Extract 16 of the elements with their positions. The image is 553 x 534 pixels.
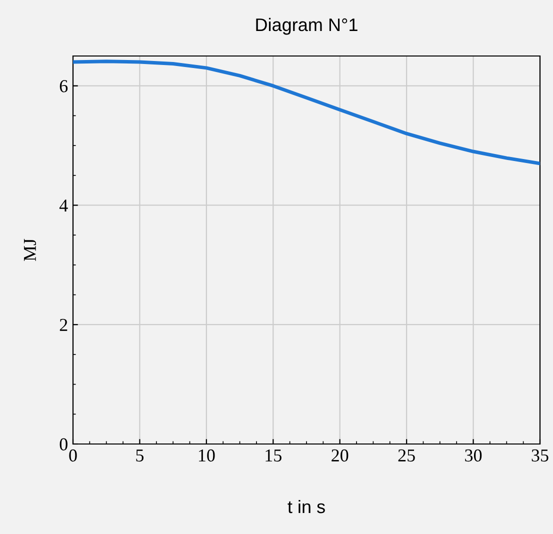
y-tick-label: 0 — [60, 438, 68, 450]
x-tick-label: 30 — [465, 449, 482, 462]
chart-title: Diagram N°1 — [256, 18, 358, 35]
x-tick-label: 35 — [532, 449, 548, 462]
x-tick-label: 10 — [198, 449, 215, 462]
x-axis-title: t in s — [288, 500, 325, 514]
y-tick-label: 6 — [60, 80, 68, 92]
y-tick-label: 4 — [59, 200, 68, 212]
x-tick-label: 0 — [69, 449, 77, 462]
line-series — [73, 60, 540, 166]
x-tick-label: 5 — [136, 450, 144, 462]
y-axis-title: MJ — [24, 238, 36, 262]
x-tick-label: 20 — [332, 449, 348, 462]
y-tick-label: 2 — [60, 318, 68, 331]
x-tick-label: 25 — [398, 449, 415, 462]
x-tick-label: 15 — [266, 449, 282, 462]
